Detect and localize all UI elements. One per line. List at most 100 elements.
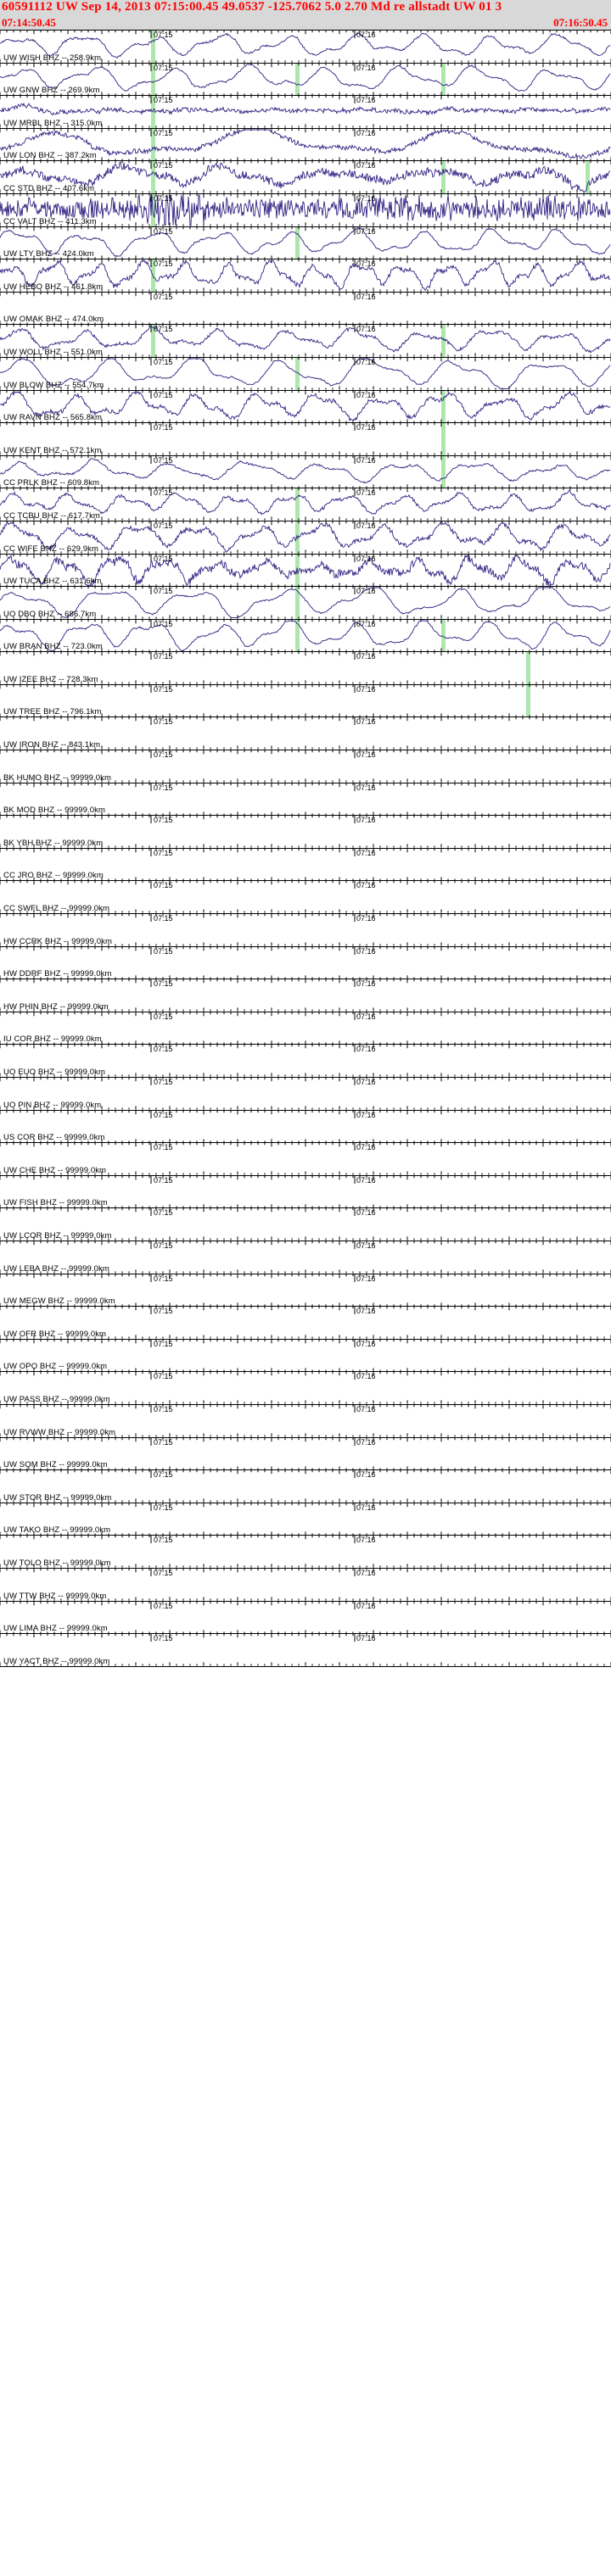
trace-row[interactable]: 07:15 07:16 UW TAKO BHZ -- 99999.0km [0,1503,611,1536]
pick-highlight-marker [441,390,446,423]
trace-row[interactable]: 07:15 07:16 CC WIFE BHZ -- 629.9km [0,521,611,555]
time-tick-label-0716: 07:16 [356,1404,376,1413]
trace-row[interactable]: 07:15 07:16 UW TOLO BHZ -- 99999.0km [0,1536,611,1569]
trace-row[interactable]: 07:15 07:16 UW HEBO BHZ -- 461.8km [0,259,611,293]
time-tick-label-0715: 07:15 [154,750,173,760]
trace-row[interactable]: 07:15 07:16 UW LIMA BHZ -- 99999.0km [0,1601,611,1635]
waveform-plot [0,848,611,881]
trace-row[interactable]: 07:15 07:16 IU COR BHZ -- 99999.0km [0,1012,611,1045]
time-tick-label-0716: 07:16 [356,1078,376,1086]
waveform-plot [0,1045,611,1077]
pick-highlight-marker [151,31,155,63]
time-tick-label-0716: 07:16 [356,1568,376,1577]
station-label: BK YBH BHZ -- 99999.0km [3,838,104,848]
trace-row[interactable]: 07:15 07:16 UW LCOR BHZ -- 99999.0km [0,1208,611,1241]
time-tick-label-0715: 07:15 [154,1143,173,1152]
trace-row[interactable]: 07:15 07:16 UW SQM BHZ -- 99999.0km [0,1437,611,1471]
waveform-plot [0,1143,611,1175]
trace-row[interactable]: 07:15 07:16 UW IRON BHZ -- 843.1km [0,717,611,751]
waveform-plot [0,1503,611,1536]
time-tick-label-0716: 07:16 [356,1274,376,1283]
trace-row[interactable]: 07:15 07:16 UO DBO BHZ -- 686.7km [0,587,611,620]
trace-row[interactable]: 07:15 07:16 CC TCBU BHZ -- 617.7km [0,488,611,521]
trace-row[interactable]: 07:15 07:16 CC STD BHZ -- 407.6km [0,161,611,194]
trace-row[interactable]: 07:15 07:16 CC VALT BHZ -- 411.3km [0,193,611,227]
trace-row[interactable]: 07:15 07:16 UW YACT BHZ -- 99999.0km [0,1634,611,1667]
waveform-plot [0,554,611,587]
station-label: UW YACT BHZ -- 99999.0km [3,1656,110,1666]
time-tick-label-0715: 07:15 [154,946,173,956]
trace-row[interactable]: 07:15 07:16 UW LON BHZ -- 387.2km [0,128,611,162]
station-label: CC JRO BHZ -- 99999.0km [3,871,104,881]
trace-row[interactable]: 07:15 07:16 UO EUO BHZ -- 99999.0km [0,1045,611,1078]
station-label: UW SQM BHZ -- 99999.0km [3,1460,108,1470]
station-label: UW CHE BHZ -- 99999.0km [3,1165,107,1175]
time-tick-label-0715: 07:15 [154,423,173,432]
waveform-plot [0,226,611,259]
trace-row[interactable]: 07:15 07:16 HW PHIN BHZ -- 99999.0km [0,979,611,1012]
time-tick-label-0715: 07:15 [154,914,173,923]
pick-highlight-marker [151,161,155,193]
trace-row[interactable]: 07:15 07:16 UO PIN BHZ -- 99999.0km [0,1078,611,1111]
trace-row[interactable]: 07:15 07:16 UW IZEE BHZ -- 728.3km [0,652,611,685]
trace-row[interactable]: 07:15 07:16 HW DDRF BHZ -- 99999.0km [0,946,611,980]
pick-highlight-marker [441,325,446,357]
trace-row[interactable]: 07:15 07:16 UW OPO BHZ -- 99999.0km [0,1339,611,1373]
trace-row[interactable]: 07:15 07:16 UW TTW BHZ -- 99999.0km [0,1568,611,1602]
time-tick-label-0716: 07:16 [356,1307,376,1316]
time-tick-label-0715: 07:15 [154,881,173,890]
waveform-plot [0,783,611,816]
trace-row[interactable]: 07:15 07:16 UW RAVN BHZ -- 565.8km [0,390,611,424]
time-tick-label-0716: 07:16 [356,325,376,334]
time-tick-label-0716: 07:16 [356,31,376,39]
trace-row[interactable]: 07:15 07:16 UW MRBL BHZ -- 315.0km [0,96,611,129]
trace-row[interactable]: 07:15 07:16 CC JRO BHZ -- 99999.0km [0,848,611,882]
trace-row[interactable]: 07:15 07:16 BK HUMO BHZ -- 99999.0km [0,750,611,783]
station-label: HW PHIN BHZ -- 99999.0km [3,1001,109,1012]
trace-row[interactable]: 07:15 07:16 UW CHE BHZ -- 99999.0km [0,1143,611,1176]
trace-row[interactable]: 07:15 07:16 UW TUCA BHZ -- 631.6km [0,554,611,588]
trace-row[interactable]: 07:15 07:16 BK MOD BHZ -- 99999.0km [0,783,611,817]
trace-row[interactable]: 07:15 07:16 UW RVWW BHZ -- 99999.0km [0,1404,611,1438]
trace-row[interactable]: 07:15 07:16 UW MEGW BHZ -- 99999.0km [0,1274,611,1308]
trace-row[interactable]: 07:15 07:16 CC SWFL BHZ -- 99999.0km [0,881,611,915]
trace-row[interactable]: 07:15 07:16 US COR BHZ -- 99999.0km [0,1110,611,1144]
time-tick-label-0716: 07:16 [356,587,376,596]
trace-row[interactable]: 07:15 07:16 CC PRLK BHZ -- 609.8km [0,455,611,489]
trace-row[interactable]: 07:15 07:16 HW CCRK BHZ -- 99999.0km [0,914,611,947]
trace-row[interactable]: 07:15 07:16 BK YBH BHZ -- 99999.0km [0,816,611,849]
station-label: UO PIN BHZ -- 99999.0km [3,1100,102,1110]
trace-row[interactable]: 07:15 07:16 UW GNW BHZ -- 269.9km [0,63,611,97]
time-tick-label-0715: 07:15 [154,1503,173,1512]
trace-row[interactable]: 07:15 07:16 UW FISH BHZ -- 99999.0km [0,1175,611,1209]
waveform-plot [0,1012,611,1045]
time-tick-label-0715: 07:15 [154,816,173,825]
time-tick-label-0715: 07:15 [154,390,173,399]
time-tick-label-0716: 07:16 [356,1143,376,1152]
waveform-plot [0,193,611,226]
trace-row[interactable]: 07:15 07:16 UW WISH BHZ -- 258.9km [0,30,611,64]
trace-row[interactable]: 07:15 07:16 UW BRAN BHZ -- 723.0km [0,619,611,653]
time-tick-label-0715: 07:15 [154,96,173,105]
trace-row[interactable]: 07:15 07:16 UW OMAK BHZ -- 474.0km [0,292,611,326]
time-tick-label-0716: 07:16 [356,357,376,366]
time-tick-label-0715: 07:15 [154,292,173,301]
time-tick-label-0715: 07:15 [154,1307,173,1316]
trace-row[interactable]: 07:15 07:16 UW WOLL BHZ -- 551.0km [0,325,611,358]
trace-row[interactable]: 07:15 07:16 UW PASS BHZ -- 99999.0km [0,1372,611,1405]
time-tick-label-0716: 07:16 [356,1175,376,1185]
trace-row[interactable]: 07:15 07:16 UW TREE BHZ -- 796.1km [0,684,611,718]
trace-row[interactable]: 07:15 07:16 UW LEBA BHZ -- 99999.0km [0,1241,611,1274]
waveform-plot [0,1110,611,1143]
trace-row[interactable]: 07:15 07:16 UW KENT BHZ -- 572.1km [0,423,611,456]
trace-row[interactable]: 07:15 07:16 UW LTY BHZ -- 424.0km [0,226,611,260]
time-tick-label-0715: 07:15 [154,1208,173,1218]
time-start-label: 07:14:50.45 [2,16,56,29]
trace-row[interactable]: 07:15 07:16 UW OFR BHZ -- 99999.0km [0,1307,611,1340]
waveform-plot [0,521,611,554]
trace-row[interactable]: 07:15 07:16 UW STOR BHZ -- 99999.0km [0,1470,611,1503]
trace-row[interactable]: 07:15 07:16 UW BLOW BHZ -- 554.7km [0,357,611,391]
waveform-plot [0,1372,611,1404]
waveform-plot [0,652,611,684]
